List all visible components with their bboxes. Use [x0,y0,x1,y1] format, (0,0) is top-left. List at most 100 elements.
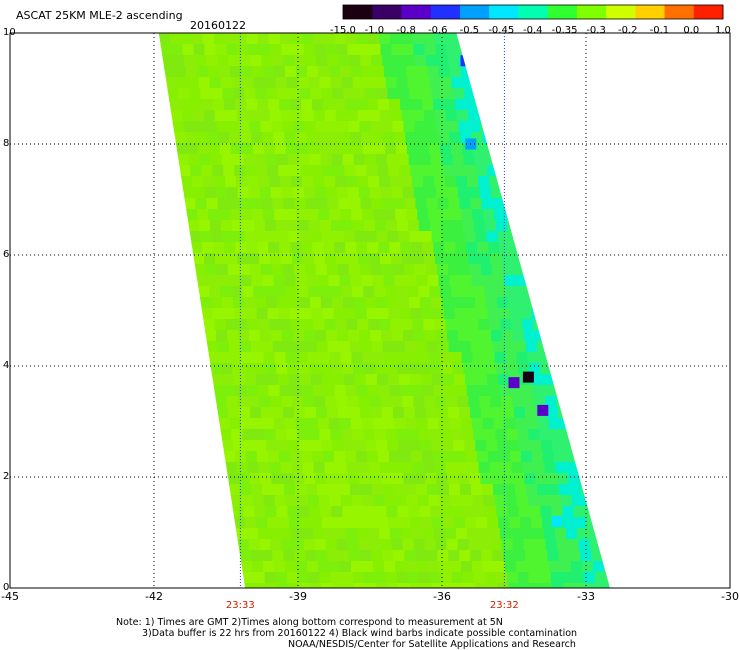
swath-cell [204,396,216,408]
swath-cell [575,517,587,529]
swath-cell [240,484,252,496]
swath-cell [302,462,315,474]
swath-cell [404,407,416,419]
swath-cell [433,33,446,45]
swath-cell [480,330,492,342]
swath-cell [427,418,440,430]
swath-cell [400,528,413,540]
swath-cell [272,55,284,67]
swath-cell [316,198,328,210]
swath-cell [406,209,418,221]
colorbar-label: 0.0 [683,25,700,36]
swath-cell [414,330,426,342]
swath-cell [538,561,550,573]
swath-cell [225,176,237,188]
swath-cell [432,165,444,177]
swath-cell [274,561,286,573]
swath-cell [501,539,514,551]
swath-cell [247,176,259,188]
x-tick-label: -42 [145,590,163,603]
swath-cell [305,198,317,210]
swath-cell [405,484,417,496]
swath-cell [338,407,350,419]
swath-cell [247,110,260,122]
swath-cell [395,495,408,507]
swath-cell [401,462,414,474]
swath-cell [239,550,251,562]
swath-cell [323,385,336,397]
swath-cell [308,429,320,441]
swath-cell [540,363,552,375]
swath-cell [325,396,337,408]
swath-cell [328,132,340,144]
swath-cell [218,484,230,496]
swath-cell [222,88,234,100]
swath-cell [235,33,248,45]
swath-cell [187,286,199,298]
swath-cell [273,275,285,287]
swath-cell [493,418,506,430]
swath-cell [526,418,539,430]
swath-cell [240,275,252,287]
swath-cell [458,473,470,485]
swath-cell [402,539,415,551]
swath-cell [316,341,329,353]
swath-cell [219,209,231,221]
swath-cell [294,55,306,67]
swath-cell [245,517,257,529]
swath-cell [450,209,462,221]
swath-cell [445,462,458,474]
swath-cell [492,550,504,562]
swath-cell [425,121,437,133]
swath-cell [462,286,474,298]
swath-cell [455,99,467,111]
swath-cell [510,242,522,254]
swath-cell [217,55,229,67]
swath-cell [423,110,436,122]
swath-cell [354,374,367,386]
swath-cell [444,528,457,540]
swath-cell [500,319,512,331]
swath-cell [200,231,213,243]
swath-cell [473,220,486,232]
swath-cell [301,99,313,111]
swath-cell [227,330,239,342]
swath-cell [479,396,491,408]
swath-cell [373,143,386,155]
swath-cell [237,253,249,265]
swath-cell [473,429,485,441]
swath-cell [425,330,437,342]
swath-cell [584,506,596,518]
swath-cell [484,429,496,441]
swath-cell [457,44,469,56]
swath-cell [291,462,304,474]
colorbar-frame [342,4,724,20]
swath-cell [457,187,470,199]
swath-cell [534,539,547,551]
swath-cell [252,143,265,155]
swath-cell [334,385,347,397]
swath-cell [364,297,377,309]
swath-cell [257,99,269,111]
swath-cell [166,154,179,166]
swath-cell [268,528,281,540]
swath-cell [213,385,226,397]
swath-cell [336,187,349,199]
swath-cell [288,583,300,588]
swath-cell [347,187,360,199]
swath-cell [546,473,558,485]
swath-cell [356,385,369,397]
swath-cell [284,275,296,287]
swath-cell [255,440,267,452]
swath-cell [571,495,584,507]
swath-cell [357,110,370,122]
swath-cell [426,55,438,67]
swath-cell [535,473,547,485]
swath-cell [349,55,361,67]
swath-cell [202,385,215,397]
swath-cell [462,220,475,232]
swath-cell [541,583,553,588]
swath-cell [381,264,394,276]
swath-cell [233,374,246,386]
colorbar-label: -0.1 [649,25,670,36]
